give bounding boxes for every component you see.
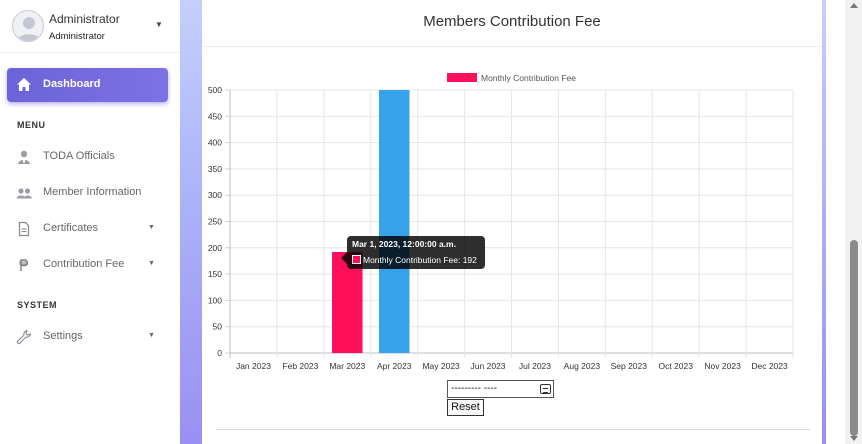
x-tick-label: Jun 2023	[471, 361, 506, 371]
sidebar: Administrator Administrator ▼ Dashboard …	[0, 0, 180, 444]
chevron-down-icon: ▼	[148, 260, 155, 267]
month-input[interactable]: --------- ----	[447, 380, 554, 398]
y-tick-label: 350	[208, 164, 222, 174]
y-tick-label: 250	[208, 217, 222, 227]
avatar	[12, 10, 44, 42]
y-tick-label: 450	[208, 111, 222, 121]
chevron-down-icon: ▼	[148, 332, 155, 339]
x-tick-label: Dec 2023	[751, 361, 788, 371]
x-tick-label: Apr 2023	[377, 361, 412, 371]
sidebar-item-dashboard[interactable]: Dashboard	[7, 68, 168, 102]
y-tick-label: 500	[208, 85, 222, 95]
y-tick-label: 50	[213, 322, 223, 332]
user-name: Administrator	[49, 12, 120, 26]
card-title: Members Contribution Fee	[423, 13, 601, 30]
reset-button[interactable]: Reset	[447, 399, 484, 416]
y-tick-label: 150	[208, 269, 222, 279]
sidebar-item-member-information[interactable]: Member Information	[0, 181, 180, 205]
scroll-down-arrow-icon[interactable]	[850, 436, 858, 441]
card-divider	[202, 46, 822, 47]
card-footer-divider	[216, 429, 810, 430]
tooltip-label: Monthly Contribution Fee: 192	[363, 255, 477, 265]
system-section-header: SYSTEM	[17, 300, 58, 310]
chevron-down-icon[interactable]: ▼	[155, 20, 163, 29]
y-tick-label: 200	[208, 243, 222, 253]
y-tick-label: 300	[208, 190, 222, 200]
sidebar-item-toda-officials[interactable]: TODA Officials	[0, 145, 180, 169]
x-tick-label: Jan 2023	[236, 361, 271, 371]
sidebar-item-label: Settings	[43, 330, 83, 342]
sidebar-item-label: Contribution Fee	[43, 258, 125, 270]
user-panel[interactable]: Administrator Administrator ▼	[0, 0, 180, 53]
y-tick-label: 400	[208, 138, 222, 148]
sidebar-item-settings[interactable]: Settings ▼	[0, 325, 180, 349]
tooltip-title: Mar 1, 2023, 12:00:00 a.m.	[352, 239, 456, 249]
x-tick-label: Feb 2023	[282, 361, 318, 371]
peso-icon	[19, 259, 28, 271]
users-icon	[16, 188, 32, 199]
sidebar-item-label: Certificates	[43, 222, 99, 234]
scrollbar-thumb[interactable]	[850, 240, 858, 436]
scroll-up-arrow-icon[interactable]	[850, 3, 858, 8]
x-tick-label: Mar 2023	[329, 361, 365, 371]
calendar-icon[interactable]	[540, 384, 551, 394]
home-icon	[17, 78, 31, 91]
user-tie-icon	[18, 150, 30, 164]
legend-swatch	[447, 73, 477, 82]
sidebar-item-label: Member Information	[43, 186, 142, 198]
chevron-down-icon: ▼	[148, 224, 155, 231]
x-tick-label: Jul 2023	[519, 361, 551, 371]
sidebar-item-contribution-fee[interactable]: Contribution Fee ▼	[0, 253, 180, 277]
y-tick-label: 100	[208, 295, 222, 305]
sidebar-item-label: TODA Officials	[43, 150, 115, 162]
tooltip-arrow	[341, 252, 347, 264]
x-tick-label: Aug 2023	[564, 361, 601, 371]
user-avatar-icon	[17, 17, 41, 41]
y-tick-label: 0	[217, 348, 222, 358]
menu-section-header: MENU	[17, 120, 46, 130]
wrench-icon	[16, 329, 32, 345]
x-tick-label: May 2023	[422, 361, 460, 371]
sidebar-item-label: Dashboard	[43, 78, 101, 90]
file-icon	[18, 221, 30, 237]
bar-apr-2023	[378, 90, 410, 353]
legend-label: Monthly Contribution Fee	[481, 73, 576, 83]
month-input-value: --------- ----	[451, 383, 498, 394]
tooltip-swatch	[352, 255, 361, 264]
chart-tooltip: Mar 1, 2023, 12:00:00 a.m. Monthly Contr…	[347, 236, 485, 269]
user-role: Administrator	[49, 31, 105, 42]
x-tick-label: Sep 2023	[611, 361, 648, 371]
sidebar-item-certificates[interactable]: Certificates ▼	[0, 217, 180, 241]
x-tick-label: Oct 2023	[658, 361, 693, 371]
x-tick-label: Nov 2023	[704, 361, 741, 371]
